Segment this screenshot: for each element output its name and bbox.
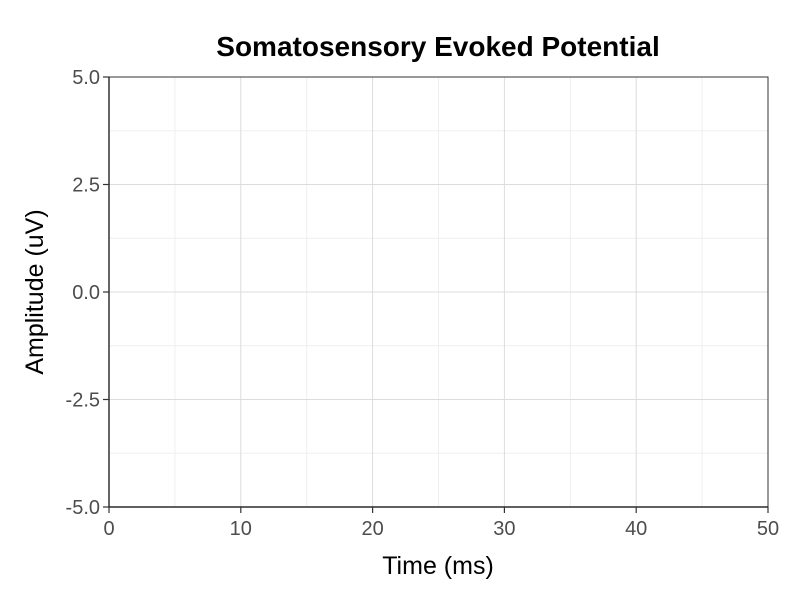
x-tick-label: 40 — [625, 518, 647, 540]
axis-layer: 0 10 20 30 40 50 -5.0 -2.5 0.0 2.5 5.0 — [66, 67, 780, 540]
chart-title: Somatosensory Evoked Potential — [216, 31, 659, 62]
y-tick-label: 5.0 — [72, 67, 100, 89]
y-axis-label: Amplitude (uV) — [21, 209, 49, 374]
x-tick-label: 0 — [103, 518, 114, 540]
y-tick-label: 0.0 — [72, 282, 100, 304]
x-tick-label: 20 — [361, 518, 383, 540]
y-tick-label: 2.5 — [72, 175, 100, 197]
y-tick-label: -2.5 — [66, 390, 100, 412]
x-tick-label: 50 — [757, 518, 779, 540]
grid-layer — [108, 76, 769, 508]
x-tick-label: 30 — [493, 518, 515, 540]
x-tick-label: 10 — [230, 518, 252, 540]
y-tick-label: -5.0 — [66, 497, 100, 519]
x-axis-label: Time (ms) — [382, 552, 494, 580]
